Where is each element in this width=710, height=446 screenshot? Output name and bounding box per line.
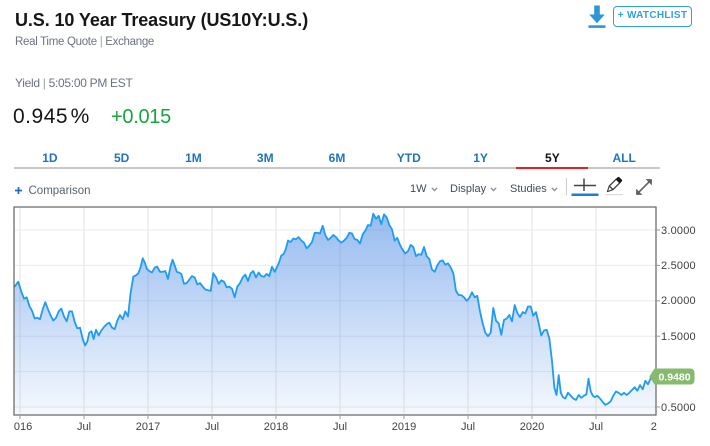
svg-text:0.9480: 0.9480 <box>658 371 690 383</box>
